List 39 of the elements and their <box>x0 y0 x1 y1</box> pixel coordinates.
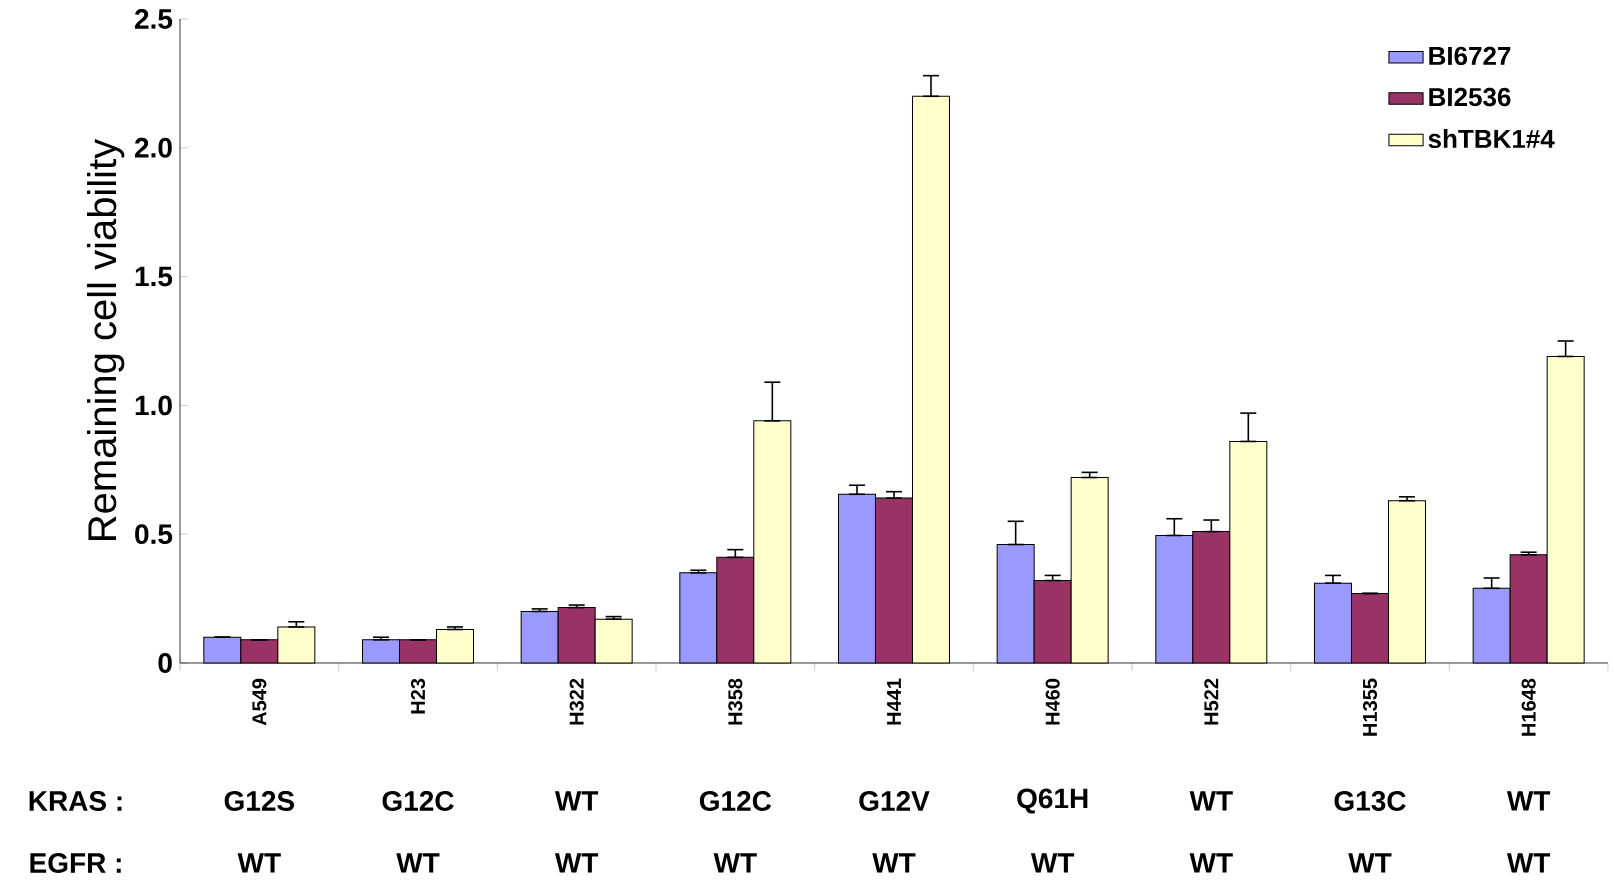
x-tick-label: H322 <box>569 678 584 725</box>
text: KRAS : <box>29 791 122 811</box>
text: G12C <box>382 791 454 811</box>
x-tick-label: H460 <box>1045 678 1060 725</box>
text: WT <box>1506 853 1551 873</box>
text: WT <box>872 853 916 873</box>
x-tick-label: H1648 <box>1521 678 1536 736</box>
y-tick-label: 1.5 <box>135 266 173 287</box>
y-tick-label: 1.0 <box>135 395 172 416</box>
text: G13C <box>1334 791 1406 811</box>
text: EGFR : <box>30 853 121 873</box>
text: WT <box>1189 791 1233 811</box>
text: Q61H <box>1017 788 1088 814</box>
text: G12V <box>859 791 930 811</box>
text: WT <box>713 853 757 873</box>
text: WT <box>1030 853 1075 873</box>
text: G12C <box>699 791 772 811</box>
y-tick-label: 0 <box>158 653 172 673</box>
x-tick-label: H23 <box>410 678 426 714</box>
text: WT <box>396 853 440 873</box>
legend-label: shTBK1#4 <box>1428 129 1555 149</box>
text: WT <box>237 853 281 873</box>
text: WT <box>554 853 599 873</box>
text: WT <box>1506 791 1551 811</box>
y-tick-label: 2.5 <box>134 9 173 29</box>
text: WT <box>554 791 599 811</box>
text: G12S <box>224 791 295 811</box>
x-tick-label: H441 <box>887 678 901 725</box>
y-tick-label: 0.5 <box>135 524 173 545</box>
y-tick-label: 2.0 <box>134 137 172 158</box>
legend-label: BI6727 <box>1429 46 1511 66</box>
y-axis-title: Remaining cell viability <box>86 138 125 540</box>
legend-label: BI2536 <box>1429 87 1511 107</box>
text: WT <box>1348 853 1392 873</box>
x-tick-label: H1355 <box>1362 678 1378 736</box>
x-tick-label: H522 <box>1204 678 1219 725</box>
text: WT <box>1189 853 1233 873</box>
x-tick-label: A549 <box>252 678 267 726</box>
x-tick-label: H358 <box>728 678 743 725</box>
